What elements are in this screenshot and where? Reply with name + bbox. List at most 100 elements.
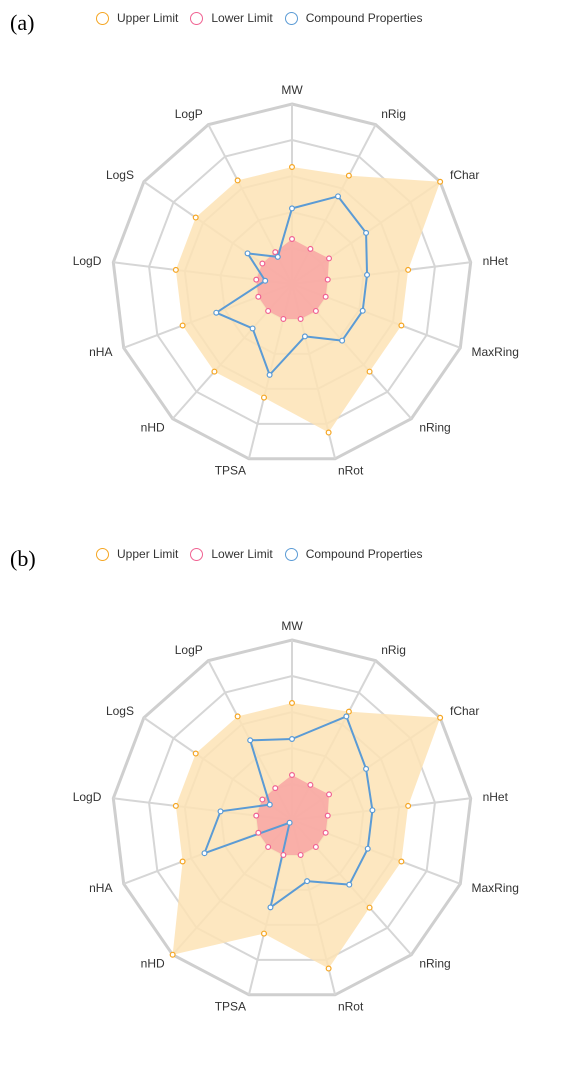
point-compound-properties-tpsa xyxy=(266,371,273,378)
point-compound-properties-maxring xyxy=(364,845,371,852)
axis-label-nha: nHA xyxy=(89,345,112,359)
legend-item-compound-properties[interactable]: Compound Properties xyxy=(284,11,422,25)
legend-item-upper-limit[interactable]: Upper Limit xyxy=(96,547,178,561)
axis-label-logs: LogS xyxy=(106,704,134,718)
point-lower-limit-nha xyxy=(255,829,262,836)
point-lower-limit-logs xyxy=(259,260,266,267)
point-lower-limit-logd xyxy=(253,276,260,283)
legend-label: Lower Limit xyxy=(211,547,273,561)
point-compound-properties-nrot xyxy=(301,333,308,340)
axis-label-nrot: nRot xyxy=(338,463,364,477)
point-compound-properties-nring xyxy=(339,337,346,344)
point-compound-properties-logd xyxy=(217,808,224,815)
point-compound-properties-fchar xyxy=(363,765,370,772)
point-lower-limit-nring xyxy=(312,843,319,850)
point-compound-properties-nrig xyxy=(343,713,350,720)
point-upper-limit-mw xyxy=(289,164,296,171)
axis-label-maxring: MaxRing xyxy=(472,345,519,359)
point-upper-limit-nrig xyxy=(345,172,352,179)
legend-marker-lower-limit xyxy=(190,547,204,561)
panel-label: (b) xyxy=(10,546,36,571)
point-compound-properties-nhet xyxy=(369,807,376,814)
point-lower-limit-nhd xyxy=(265,307,272,314)
point-upper-limit-logd xyxy=(172,802,179,809)
point-lower-limit-logs xyxy=(259,796,266,803)
point-lower-limit-nhet xyxy=(324,812,331,819)
point-compound-properties-fchar xyxy=(363,229,370,236)
point-compound-properties-nrig xyxy=(335,193,342,200)
point-upper-limit-nrot xyxy=(325,965,332,972)
point-lower-limit-nrot xyxy=(297,315,304,322)
legend-marker-compound-properties xyxy=(284,547,298,561)
point-upper-limit-nrot xyxy=(325,429,332,436)
axis-label-nrig: nRig xyxy=(381,107,406,121)
point-compound-properties-logp xyxy=(274,253,281,260)
point-upper-limit-fchar xyxy=(437,714,444,721)
legend-item-lower-limit[interactable]: Lower Limit xyxy=(190,11,273,25)
radar-panel-a: MW nRig fChar nHet MaxRing nRing nRot TPSA nHD nH… xyxy=(10,10,519,477)
axis-label-logd: LogD xyxy=(73,254,102,268)
point-lower-limit-fchar xyxy=(326,255,333,262)
point-upper-limit-logd xyxy=(172,266,179,273)
point-compound-properties-nrot xyxy=(304,878,311,885)
axis-label-logd: LogD xyxy=(73,790,102,804)
point-upper-limit-nrig xyxy=(345,708,352,715)
point-upper-limit-maxring xyxy=(398,858,405,865)
point-compound-properties-nhet xyxy=(364,271,371,278)
legend-label: Upper Limit xyxy=(117,11,179,25)
legend-item-lower-limit[interactable]: Lower Limit xyxy=(190,547,273,561)
point-compound-properties-logp xyxy=(247,737,254,744)
axis-label-nhet: nHet xyxy=(483,254,509,268)
legend-item-compound-properties[interactable]: Compound Properties xyxy=(284,547,422,561)
point-lower-limit-logp xyxy=(272,249,279,256)
legend-marker-upper-limit xyxy=(96,11,109,25)
point-upper-limit-tpsa xyxy=(261,394,268,401)
axis-label-logp: LogP xyxy=(175,107,203,121)
point-upper-limit-nhd xyxy=(211,368,218,375)
axis-label-logs: LogS xyxy=(106,168,134,182)
point-lower-limit-logp xyxy=(272,785,279,792)
point-lower-limit-nring xyxy=(312,307,319,314)
axis-label-nha: nHA xyxy=(89,881,112,895)
point-compound-properties-nha xyxy=(201,850,208,857)
point-upper-limit-nhet xyxy=(405,802,412,809)
point-compound-properties-tpsa xyxy=(267,904,274,911)
point-lower-limit-nrig xyxy=(307,245,314,252)
axis-label-nring: nRing xyxy=(419,421,450,435)
point-compound-properties-logs xyxy=(266,801,273,808)
legend-marker-lower-limit xyxy=(190,11,204,25)
point-upper-limit-nring xyxy=(366,904,373,911)
axis-label-nhd: nHD xyxy=(141,957,165,971)
point-lower-limit-nha xyxy=(255,293,262,300)
axis-label-fchar: fChar xyxy=(450,704,479,718)
point-lower-limit-fchar xyxy=(326,791,333,798)
point-upper-limit-nhet xyxy=(405,266,412,273)
legend-label: Upper Limit xyxy=(117,547,179,561)
point-lower-limit-logd xyxy=(253,812,260,819)
legend-marker-compound-properties xyxy=(284,11,298,25)
point-compound-properties-maxring xyxy=(359,307,366,314)
point-compound-properties-nring xyxy=(346,881,353,888)
point-lower-limit-nrig xyxy=(307,781,314,788)
point-lower-limit-nhet xyxy=(324,276,331,283)
point-lower-limit-nhd xyxy=(265,843,272,850)
radar-chart-a: MW nRig fChar nHet MaxRing nRing nRot TPSA nHD nH… xyxy=(73,83,519,477)
point-lower-limit-tpsa xyxy=(280,315,287,322)
axis-label-nhd: nHD xyxy=(141,421,165,435)
point-upper-limit-mw xyxy=(289,700,296,707)
point-upper-limit-logp xyxy=(234,177,241,184)
point-lower-limit-mw xyxy=(289,772,296,779)
point-compound-properties-nhd xyxy=(249,325,256,332)
point-lower-limit-mw xyxy=(289,236,296,243)
point-upper-limit-maxring xyxy=(398,322,405,329)
point-compound-properties-logd xyxy=(262,277,269,284)
point-lower-limit-nrot xyxy=(297,851,304,858)
series-line-compound-properties xyxy=(215,195,369,376)
legend: Upper Limit Lower Limit Compound Propert… xyxy=(96,547,434,561)
point-upper-limit-logp xyxy=(234,713,241,720)
point-compound-properties-mw xyxy=(289,205,296,212)
legend-item-upper-limit[interactable]: Upper Limit xyxy=(96,11,178,25)
radar-chart-b: MW nRig fChar nHet MaxRing nRing nRot TPSA nHD nH… xyxy=(73,619,519,1013)
axis-label-mw: MW xyxy=(281,619,303,633)
point-upper-limit-nhd xyxy=(169,951,176,958)
